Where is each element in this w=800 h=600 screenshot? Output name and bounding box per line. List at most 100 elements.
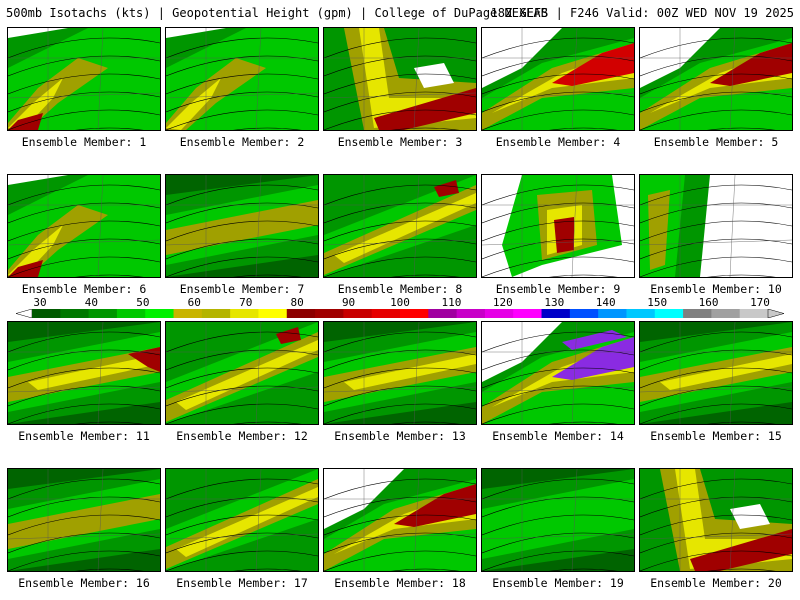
height-contour	[75, 568, 144, 571]
state-border	[571, 28, 578, 130]
colorbar-segment	[173, 309, 203, 318]
isotach-contour	[660, 354, 792, 390]
height-contour	[482, 403, 634, 424]
height-contour	[8, 349, 160, 371]
isotach-contour	[710, 43, 792, 86]
isotach-field	[482, 469, 634, 571]
height-contour	[166, 403, 318, 424]
colorbar-segment	[400, 309, 429, 318]
colorbar-right-arrow	[767, 309, 784, 318]
height-contour	[8, 550, 160, 571]
isotach-contour	[8, 260, 43, 277]
ensemble-member-map	[323, 174, 477, 278]
state-border	[324, 386, 476, 393]
isotach-contour	[28, 354, 160, 390]
state-border	[729, 28, 736, 130]
ensemble-member-map	[323, 27, 477, 131]
height-contour	[324, 349, 476, 371]
height-contour	[8, 256, 160, 277]
state-border	[729, 175, 736, 277]
height-contour	[640, 478, 792, 500]
state-border	[640, 533, 792, 540]
height-contour	[391, 274, 460, 277]
height-contour	[482, 331, 634, 353]
ensemble-member-map	[7, 174, 161, 278]
height-contour	[233, 127, 302, 130]
height-contour	[324, 331, 476, 353]
colorbar-tick-label: 150	[647, 296, 668, 309]
isotach-contour	[690, 529, 792, 571]
height-contour	[482, 385, 634, 407]
height-contour	[8, 238, 160, 260]
colorbar-segment	[513, 309, 543, 318]
isotach-contour	[166, 200, 318, 255]
height-contour	[233, 421, 302, 424]
isotach-contour	[334, 193, 476, 263]
state-border	[413, 469, 420, 571]
colorbar-segment	[116, 309, 146, 318]
state-border	[166, 92, 318, 99]
height-contour	[324, 73, 476, 95]
height-contour	[707, 127, 776, 130]
isotach-contour	[166, 78, 221, 130]
height-contour	[8, 55, 160, 77]
colorbar-segment	[569, 309, 599, 318]
height-contour	[75, 421, 144, 424]
height-contour	[324, 496, 476, 518]
state-border	[8, 533, 160, 540]
state-border	[640, 92, 792, 99]
ensemble-member-map	[639, 321, 793, 425]
isotach-field	[324, 322, 476, 424]
colorbar-segment	[371, 309, 401, 318]
height-contour	[8, 331, 160, 353]
height-contour	[482, 514, 634, 536]
header: 500mb Isotachs (kts) | Geopotential Heig…	[0, 0, 800, 24]
height-contour	[482, 37, 634, 59]
height-contour	[8, 202, 160, 224]
state-border	[166, 533, 318, 540]
height-contour	[482, 220, 634, 242]
state-border	[640, 239, 792, 246]
ensemble-member-label: Ensemble Member: 9	[495, 282, 621, 296]
isotach-contour	[176, 487, 318, 557]
state-border	[166, 239, 318, 246]
colorbar-segment	[343, 309, 373, 318]
isotach-contour	[344, 354, 476, 390]
state-border	[97, 28, 104, 130]
isotach-contour	[552, 43, 634, 86]
wind-speed-colorbar: 30 40 50 60 70 80 90 100 110 120 130 140 150 160 170	[16, 296, 784, 320]
colorbar-tick-label: 110	[441, 296, 462, 309]
height-contour	[166, 550, 318, 571]
ensemble-member-label: Ensemble Member: 7	[179, 282, 305, 296]
isotach-field	[166, 28, 318, 130]
height-contour	[640, 184, 792, 206]
height-contour	[482, 238, 634, 260]
height-contour	[75, 274, 144, 277]
isotach-contour	[554, 217, 574, 253]
ensemble-member-label: Ensemble Member: 11	[18, 429, 150, 443]
height-contour	[482, 256, 634, 277]
height-contour	[324, 403, 476, 424]
height-contour	[482, 73, 634, 95]
height-contour	[8, 73, 160, 95]
height-contour	[8, 91, 160, 113]
state-border	[97, 322, 104, 424]
height-contour	[482, 91, 634, 113]
height-contour	[166, 238, 318, 260]
height-contour	[8, 514, 160, 536]
height-contour	[482, 550, 634, 571]
isotach-field	[640, 469, 792, 571]
ensemble-member-label: Ensemble Member: 17	[176, 576, 308, 590]
height-contour	[166, 532, 318, 554]
ensemble-member-map	[481, 321, 635, 425]
height-contour	[324, 385, 476, 407]
height-contour	[707, 274, 776, 277]
state-border	[413, 28, 420, 130]
header-title: 500mb Isotachs (kts) | Geopotential Heig…	[6, 6, 548, 20]
height-contour	[707, 421, 776, 424]
isotach-contour	[434, 180, 459, 197]
isotach-field	[324, 28, 476, 130]
colorbar-left-arrow	[16, 309, 33, 318]
state-border	[255, 28, 262, 130]
ensemble-member-map	[165, 174, 319, 278]
